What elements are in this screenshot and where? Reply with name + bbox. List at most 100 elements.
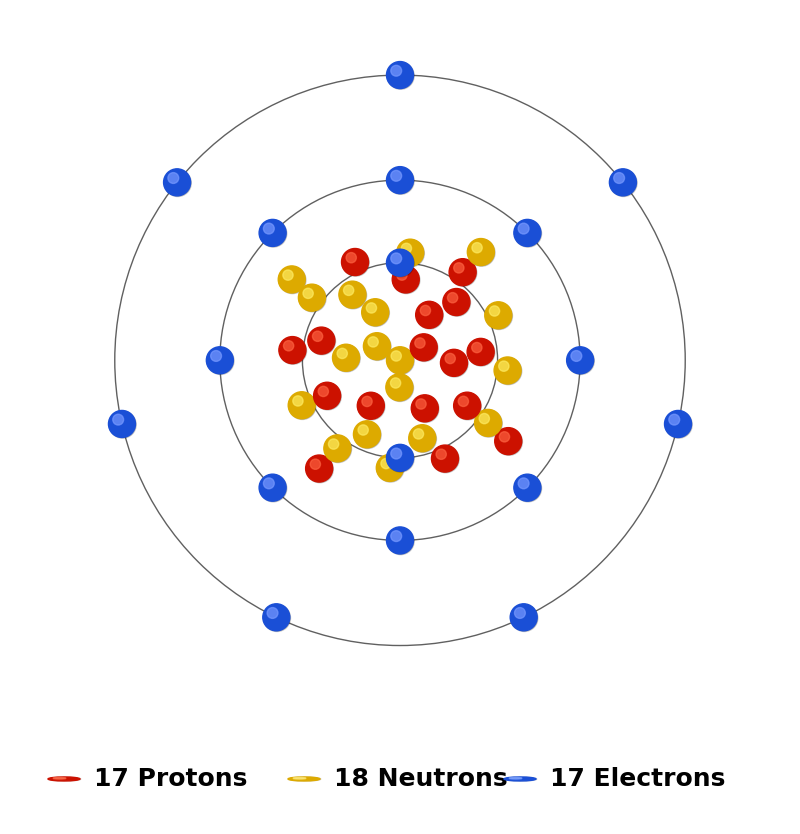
Circle shape [48,777,80,781]
Circle shape [288,392,315,419]
Circle shape [472,343,482,353]
Circle shape [346,253,356,263]
Circle shape [386,374,413,401]
Circle shape [342,249,370,276]
Circle shape [278,266,306,293]
Circle shape [485,302,512,329]
Circle shape [298,284,326,311]
Circle shape [259,219,286,246]
Circle shape [283,340,294,351]
Circle shape [391,351,402,361]
Circle shape [387,63,414,89]
Circle shape [397,239,424,266]
Circle shape [303,289,314,299]
Circle shape [267,608,278,618]
Circle shape [390,378,401,388]
Circle shape [441,349,467,376]
Circle shape [386,167,414,193]
Circle shape [339,282,366,309]
Circle shape [420,305,430,315]
Circle shape [518,224,529,234]
Circle shape [164,169,191,197]
Circle shape [505,777,537,781]
Circle shape [289,777,321,781]
Circle shape [387,168,414,194]
Circle shape [665,411,692,438]
Circle shape [514,475,542,502]
Circle shape [387,348,414,374]
Circle shape [409,425,436,452]
Circle shape [411,394,438,422]
Circle shape [518,478,529,489]
Circle shape [467,239,494,265]
Circle shape [397,270,407,280]
Circle shape [313,331,322,341]
Text: 17 Electrons: 17 Electrons [550,767,726,791]
Circle shape [324,435,351,462]
Circle shape [109,410,135,438]
Circle shape [468,339,495,366]
Circle shape [410,334,438,361]
Circle shape [610,169,637,197]
Circle shape [479,414,490,424]
Circle shape [386,527,414,554]
Circle shape [263,224,274,234]
Circle shape [432,445,459,473]
Circle shape [325,435,351,463]
Circle shape [279,337,306,364]
Circle shape [263,478,274,489]
Circle shape [386,62,414,88]
Circle shape [499,432,510,442]
Circle shape [458,396,469,406]
Circle shape [279,337,306,364]
Circle shape [393,267,420,294]
Circle shape [206,347,234,374]
Circle shape [450,259,477,286]
Circle shape [49,777,81,781]
Circle shape [306,455,333,482]
Circle shape [514,608,526,618]
Circle shape [514,475,541,501]
Circle shape [391,253,402,264]
Circle shape [387,250,414,277]
Circle shape [443,289,470,316]
Circle shape [314,383,342,410]
Circle shape [318,386,329,396]
Circle shape [504,777,536,781]
Circle shape [386,374,414,401]
Circle shape [445,354,455,364]
Circle shape [510,604,538,631]
Circle shape [669,414,680,425]
Circle shape [486,303,513,329]
Circle shape [362,299,389,326]
Circle shape [358,392,384,420]
Circle shape [308,327,335,354]
Circle shape [210,350,222,361]
Circle shape [386,249,414,276]
Circle shape [454,263,464,273]
Circle shape [436,450,446,460]
Circle shape [333,345,360,372]
Circle shape [391,530,402,541]
Circle shape [333,344,359,371]
Circle shape [260,475,287,502]
Circle shape [494,357,521,384]
Circle shape [443,289,470,315]
Circle shape [454,392,481,420]
Circle shape [283,270,293,280]
Circle shape [490,306,500,316]
Circle shape [567,348,594,374]
Circle shape [381,459,391,469]
Circle shape [293,777,306,779]
Circle shape [207,348,234,374]
Circle shape [343,285,354,295]
Circle shape [342,249,369,275]
Circle shape [376,455,403,481]
Circle shape [411,334,438,361]
Circle shape [260,220,287,247]
Circle shape [362,396,372,406]
Circle shape [306,455,334,483]
Circle shape [514,219,541,246]
Circle shape [377,455,404,482]
Circle shape [337,349,347,359]
